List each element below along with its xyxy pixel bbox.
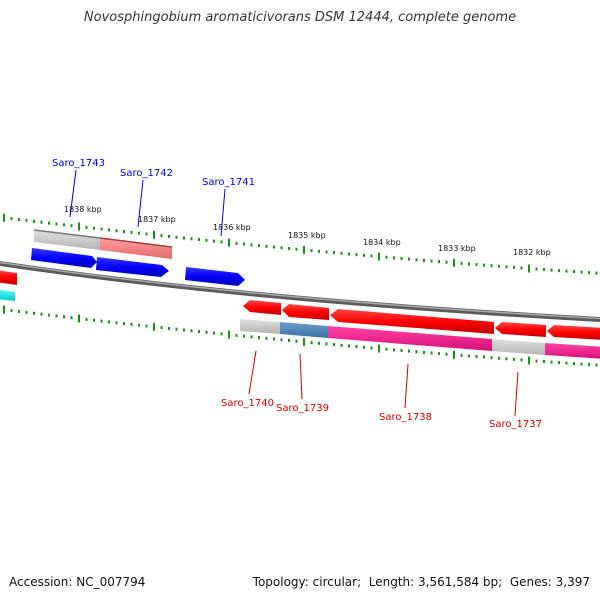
length-label: Length:	[368, 575, 415, 589]
gene-arrow-saro-1741[interactable]	[185, 267, 245, 286]
length-value: 3,561,584 bp	[418, 575, 499, 589]
gene-arrow-saro-1742[interactable]	[96, 257, 169, 277]
gene-arrow-saro-1739[interactable]	[282, 304, 329, 320]
gene-arrow-saro-1737[interactable]	[495, 322, 546, 337]
gene-label-saro-1739[interactable]: Saro_1739	[276, 403, 329, 414]
leader-saro-1737	[514, 371, 519, 417]
reverse-gene-labels: Saro_1740 Saro_1739 Saro_1738 Saro_1737	[221, 350, 542, 430]
reverse-feature-track	[0, 270, 600, 359]
leader-saro-1739	[299, 353, 303, 400]
feature-salmon-forward-edge	[99, 237, 173, 248]
accession-info: Accession: NC_007794	[9, 575, 145, 589]
forward-gene-labels: Saro_1743 Saro_1742 Saro_1741	[52, 158, 255, 237]
genome-backbone	[0, 260, 600, 322]
genome-stats: Topology: circular; Length: 3,561,584 bp…	[252, 575, 590, 589]
topology-label: Topology:	[252, 575, 309, 589]
gene-arrow-saro-1740[interactable]	[243, 300, 281, 315]
genes-label: Genes:	[509, 575, 552, 589]
topology-value: circular	[312, 575, 358, 589]
tick-label-1837: 1837 kbp	[138, 215, 176, 224]
forward-feature-track	[31, 229, 245, 286]
tick-label-1835: 1835 kbp	[288, 231, 326, 240]
leader-saro-1741	[220, 188, 226, 237]
gene-label-saro-1741[interactable]: Saro_1741	[202, 177, 255, 188]
gene-arrow-saro-1743[interactable]	[31, 248, 97, 268]
gene-arrow-left-edge[interactable]	[0, 270, 17, 285]
leader-saro-1740	[248, 350, 257, 395]
lower-tick-track	[3, 305, 598, 367]
gene-arrow-right-edge[interactable]	[547, 325, 600, 340]
upper-tick-track	[3, 213, 598, 275]
tick-label-1834: 1834 kbp	[363, 238, 401, 247]
gene-label-saro-1738[interactable]: Saro_1738	[379, 412, 432, 423]
feature-grey-1737[interactable]	[492, 339, 545, 355]
leader-saro-1742	[137, 179, 144, 228]
gene-arrow-saro-1738[interactable]	[330, 309, 494, 334]
feature-magenta-right-edge[interactable]	[545, 343, 600, 359]
gene-label-saro-1743[interactable]: Saro_1743	[52, 158, 105, 169]
genome-backbone-highlight	[0, 261, 600, 320]
gene-arrow-cyan-left-edge[interactable]	[0, 289, 15, 301]
tick-label-1838: 1838 kbp	[64, 205, 102, 214]
tick-labels: 1838 kbp 1837 kbp 1836 kbp 1835 kbp 1834…	[64, 205, 551, 257]
tick-label-1836: 1836 kbp	[213, 223, 251, 232]
tick-label-1832: 1832 kbp	[513, 248, 551, 257]
genome-title: Novosphingobium aromaticivorans DSM 1244…	[83, 10, 517, 25]
feature-grey-forward-edge	[33, 229, 101, 239]
leader-saro-1743	[69, 169, 77, 218]
gene-label-saro-1740[interactable]: Saro_1740	[221, 398, 274, 409]
leader-saro-1738	[404, 363, 409, 409]
feature-grey-1740[interactable]	[240, 319, 280, 334]
feature-steelblue-1739[interactable]	[280, 322, 328, 338]
feature-salmon-forward[interactable]	[100, 238, 172, 259]
gene-label-saro-1737[interactable]: Saro_1737	[489, 419, 542, 430]
tick-label-1833: 1833 kbp	[438, 244, 476, 253]
accession-value: NC_007794	[76, 575, 146, 589]
gene-label-saro-1742[interactable]: Saro_1742	[120, 168, 173, 179]
genes-value: 3,397	[555, 575, 590, 589]
feature-magenta-1738[interactable]	[328, 326, 492, 351]
feature-grey-forward[interactable]	[34, 230, 100, 250]
accession-label: Accession:	[9, 575, 73, 589]
